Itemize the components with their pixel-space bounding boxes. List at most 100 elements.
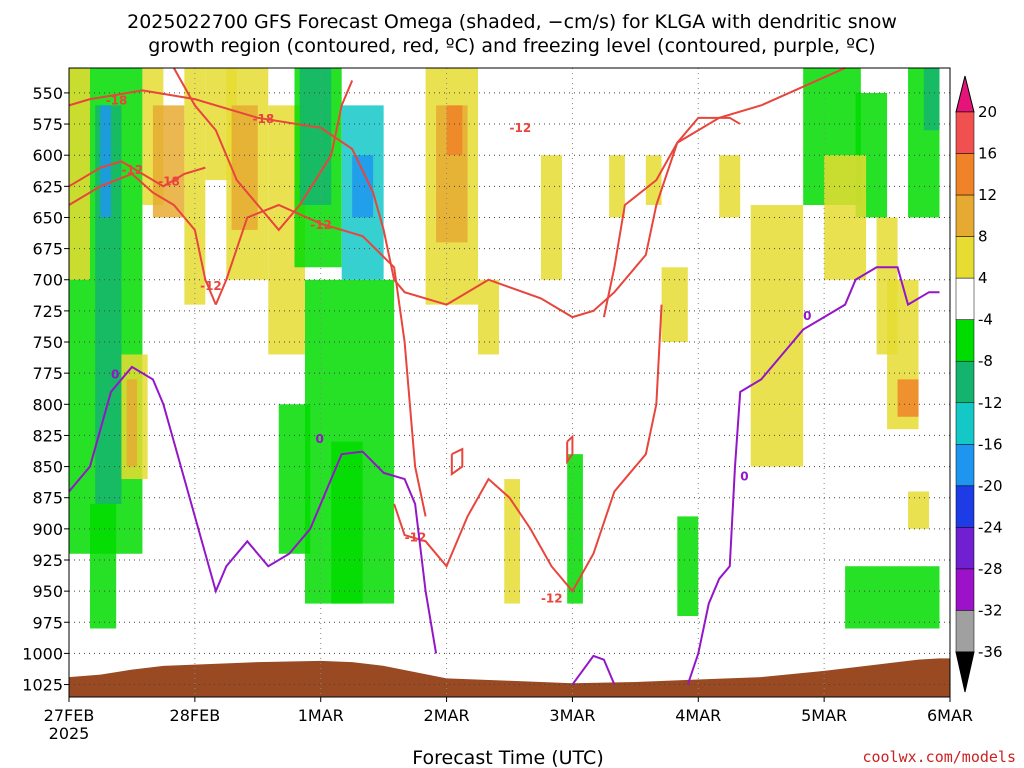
contour-dgz-12-upper	[602, 116, 741, 318]
contour-dgz-12-left	[68, 172, 217, 306]
colorbar-segment-8	[955, 444, 975, 487]
omega-cell-18	[352, 155, 374, 218]
colorbar-segment-11	[955, 568, 975, 611]
colorbar-label-6: -8	[978, 352, 993, 370]
colorbar-label-9: -20	[978, 477, 1003, 495]
plot-frame	[68, 67, 951, 698]
contour-label-freezing-0-left: 0	[111, 367, 119, 381]
omega-cell-25	[504, 479, 520, 604]
colorbar-segment-2	[955, 194, 975, 237]
ground-terrain	[69, 658, 950, 697]
x-tick-label-2: 1MAR	[298, 706, 344, 725]
x-tick-label-5: 4MAR	[675, 706, 721, 725]
omega-cell-2	[100, 105, 111, 218]
colorbar-segment-5	[955, 319, 975, 362]
colorbar-segment-10	[955, 527, 975, 570]
colorbar-segment-0	[955, 111, 975, 154]
credit-text: coolwx.com/models	[862, 748, 1016, 766]
y-tick-label-17: 975	[32, 613, 63, 632]
omega-cell-7	[126, 379, 138, 467]
chart-title-line-2: growth region (contoured, red, ºC) and f…	[148, 35, 875, 57]
colorbar-segment-12	[955, 610, 975, 653]
omega-cell-30	[661, 267, 688, 343]
omega-cell-8	[89, 503, 117, 629]
colorbar-top-arrow	[955, 75, 975, 113]
x-axis-title: Forecast Time (UTC)	[412, 747, 603, 768]
omega-cell-27	[567, 454, 583, 604]
x-tick-label-3: 2MAR	[424, 706, 470, 725]
omega-cell-41	[923, 68, 940, 131]
omega-cell-43	[845, 566, 940, 629]
colorbar-segment-9	[955, 485, 975, 528]
colorbar-label-10: -24	[978, 518, 1003, 536]
contour-freezing-0-dip	[571, 654, 616, 686]
omega-cell-33	[750, 205, 804, 467]
contour-label-freezing-0-right: 0	[740, 470, 748, 484]
contour-dgz-18-mid	[68, 160, 206, 188]
omega-cell-15	[299, 68, 332, 206]
y-axis-ticks: 550 575 600 625 650 675 700 725 750 775 800 825 850 8…	[22, 84, 69, 695]
y-tick-label-9: 775	[32, 364, 63, 383]
omega-cell-23	[446, 105, 463, 156]
contour-label-freezing-0-mid: 0	[315, 432, 323, 446]
omega-shading	[69, 68, 940, 629]
colorbar-label-13: -36	[978, 643, 1003, 661]
omega-cell-26	[540, 155, 562, 280]
y-tick-label-6: 700	[32, 271, 63, 290]
colorbar-segment-1	[955, 153, 975, 196]
y-tick-label-18: 1000	[22, 644, 63, 663]
contour-label-dgz-12-upper: -12	[510, 121, 532, 135]
colorbar-label-12: -32	[978, 601, 1003, 619]
omega-cell-24	[478, 279, 500, 355]
omega-cell-19	[278, 404, 311, 554]
y-tick-label-8: 750	[32, 333, 63, 352]
omega-cell-39	[897, 379, 919, 417]
contour-dgz-blob-a	[450, 447, 464, 476]
x-tick-label-6: 5MAR	[801, 706, 847, 725]
contour-dgz-blob-b	[566, 434, 574, 465]
x-tick-label-4: 3MAR	[549, 706, 595, 725]
contour-freezing-0-right	[686, 266, 940, 685]
colorbar-label-1: 16	[978, 145, 997, 163]
colorbar-bottom-arrow	[955, 651, 975, 693]
x-year-label: 2025	[49, 724, 90, 743]
contour-label-dgz-18-mid: -18	[158, 174, 180, 188]
colorbar-label-5: -4	[978, 311, 993, 329]
colorbar-label-3: 8	[978, 228, 988, 246]
y-tick-label-0: 550	[32, 84, 63, 103]
colorbar-label-4: 4	[978, 269, 988, 287]
y-tick-label-13: 875	[32, 489, 63, 508]
x-tick-label-0: 27FEB	[44, 706, 95, 725]
y-tick-label-4: 650	[32, 208, 63, 227]
omega-cell-31	[677, 516, 699, 617]
omega-cell-29	[645, 155, 662, 206]
y-tick-label-7: 725	[32, 302, 63, 321]
omega-cell-12	[231, 105, 258, 230]
plot-grid	[68, 68, 951, 697]
y-tick-label-12: 850	[32, 458, 63, 477]
contour-lines: -18 -18 -18 -12 -12 -12 -12 -12 -12 0 0 0 0	[68, 67, 940, 686]
omega-cell-3	[69, 68, 90, 280]
omega-cell-42	[908, 491, 930, 529]
colorbar-segment-7	[955, 402, 975, 445]
colorbar-label-8: -16	[978, 435, 1003, 453]
x-axis-ticks: 27FEB 28FEB 1MAR 2MAR 3MAR 4MAR 5MAR 6MAR 2025	[44, 697, 973, 743]
contour-dgz-18-upper-2	[173, 67, 354, 232]
chart-title-line-1: 2025022700 GFS Forecast Omega (shaded, −…	[127, 11, 897, 33]
colorbar-label-0: 20	[978, 103, 997, 121]
contour-label-dgz-12-lower: -12	[405, 531, 427, 545]
x-tick-label-7: 6MAR	[927, 706, 973, 725]
colorbar: 20 16 12 8 4 -4 -8 -12 -16 -20 -24 -28 -32 -36	[955, 75, 1003, 693]
colorbar-segment-3	[955, 236, 975, 279]
contour-dgz-12-lower	[393, 304, 663, 593]
contour-label-dgz-12-mid-2: -12	[310, 218, 332, 232]
y-tick-label-15: 925	[32, 551, 63, 570]
colorbar-label-7: -12	[978, 394, 1003, 412]
x-tick-label-1: 28FEB	[170, 706, 221, 725]
omega-cell-28	[609, 155, 625, 218]
contour-label-dgz-18-upper-2: -18	[253, 112, 275, 126]
colorbar-label-11: -28	[978, 560, 1003, 578]
y-tick-label-14: 900	[32, 520, 63, 539]
contour-label-dgz-12-low-2: -12	[541, 592, 563, 606]
